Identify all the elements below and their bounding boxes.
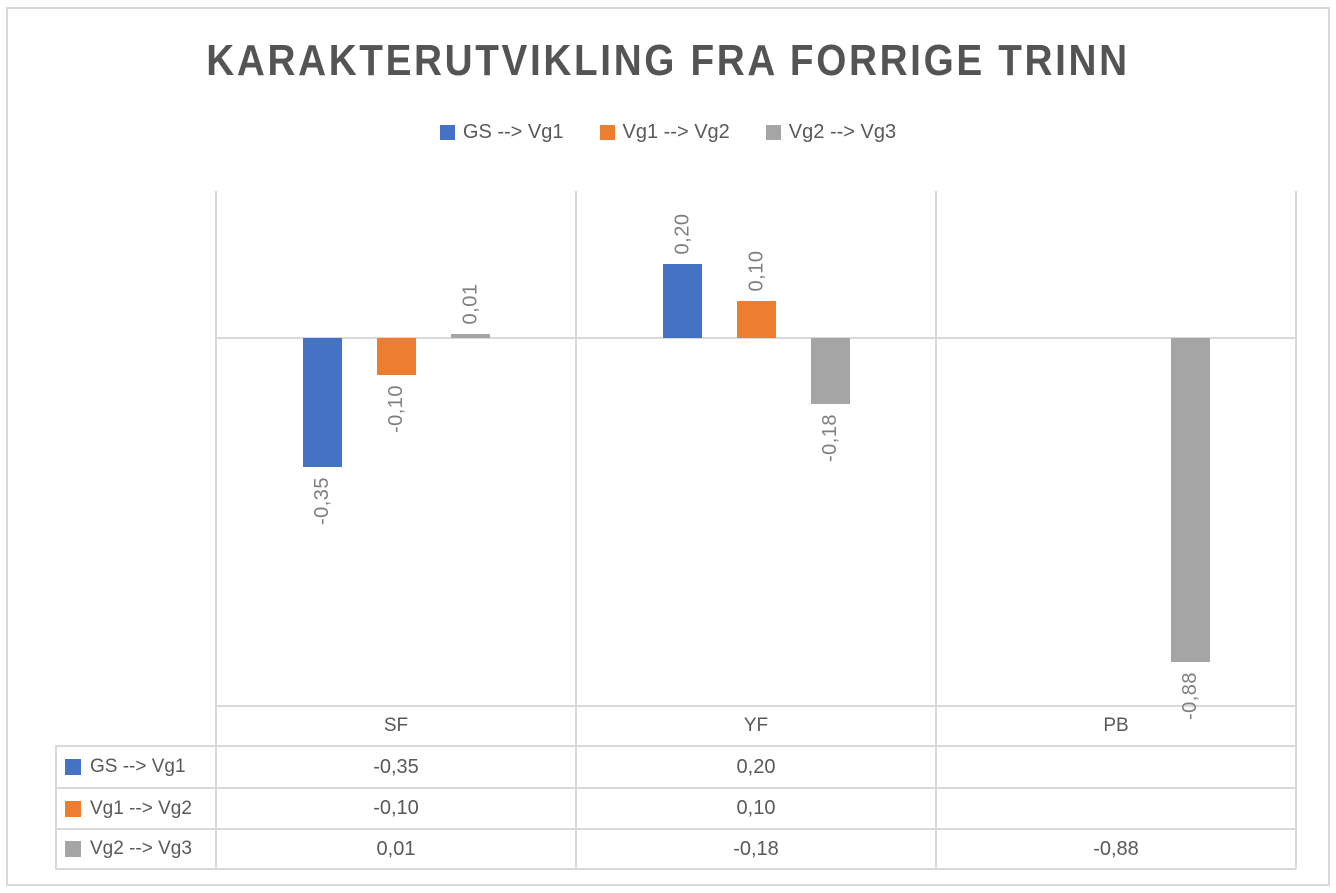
- table-row-border: [55, 868, 1296, 870]
- bar-vg1-vg2-yf: [737, 301, 776, 338]
- bar-vg1-vg2-sf: [377, 338, 416, 375]
- value-cell: -0,18: [733, 837, 779, 860]
- gridline-vertical: [1295, 191, 1297, 869]
- series-name-label: GS --> Vg1: [90, 756, 186, 777]
- legend-color-swatch-icon: [439, 125, 455, 140]
- value-cell: [936, 788, 1296, 829]
- data-label: 0,01: [458, 283, 481, 324]
- legend-label: Vg1 --> Vg2: [622, 121, 730, 143]
- legend-label: GS --> Vg1: [462, 121, 564, 143]
- value-cell: -0,88: [1093, 837, 1139, 860]
- series-name-label: Vg2 --> Vg3: [90, 838, 192, 859]
- value-cell: -0,35: [373, 755, 419, 778]
- value-cell: [936, 746, 1296, 788]
- legend-label: Vg2 --> Vg3: [788, 121, 897, 143]
- value-cell: 0,10: [736, 797, 776, 819]
- category-axis-line: [216, 705, 1296, 707]
- legend-item: Vg1 --> Vg2: [599, 121, 730, 144]
- table-row-border: [55, 745, 1296, 747]
- table-row-border: [55, 828, 1296, 830]
- bar-gs-vg1-sf: [303, 338, 342, 467]
- series-name-label: Vg1 --> Vg2: [90, 797, 192, 819]
- zero-line: [216, 337, 1296, 339]
- gridline-vertical: [575, 191, 577, 869]
- legend-item: Vg2 --> Vg3: [765, 121, 897, 144]
- chart-title: KARAKTERUTVIKLING FRA FORRIGE TRINN: [206, 36, 1130, 85]
- gridline-vertical: [215, 191, 217, 869]
- category-header-cell: YF: [743, 715, 769, 736]
- series-color-swatch-icon: [65, 800, 81, 817]
- bar-gs-vg1-yf: [663, 264, 702, 338]
- table-row-border: [55, 787, 1296, 789]
- category-header-cell: SF: [383, 715, 409, 736]
- category-header-cell: PB: [1103, 715, 1129, 736]
- value-cell: 0,20: [736, 755, 776, 778]
- series-name-cell: GS --> Vg1: [56, 746, 216, 788]
- chart-legend: GS --> Vg1 Vg1 --> Vg2 Vg2 --> Vg3: [0, 121, 1336, 144]
- bar-vg2-vg3-sf: [451, 334, 490, 338]
- series-name-cell: Vg2 --> Vg3: [56, 829, 216, 869]
- data-label: -0,35: [311, 476, 334, 526]
- data-label: -0,18: [819, 413, 842, 463]
- data-label: -0,10: [385, 384, 408, 434]
- gridline-vertical: [935, 191, 937, 869]
- legend-color-swatch-icon: [599, 125, 615, 140]
- data-label: 0,10: [744, 250, 767, 291]
- series-color-swatch-icon: [65, 759, 81, 775]
- chart-border: [6, 7, 1330, 886]
- value-cell: -0,10: [373, 797, 419, 819]
- value-cell: 0,01: [376, 837, 416, 860]
- data-label: -0,88: [1179, 671, 1202, 721]
- legend-item: GS --> Vg1: [439, 121, 564, 144]
- bar-vg2-vg3-pb: [1171, 338, 1210, 662]
- series-color-swatch-icon: [65, 841, 81, 857]
- bar-vg2-vg3-yf: [811, 338, 850, 404]
- legend-color-swatch-icon: [765, 125, 781, 140]
- series-name-cell: Vg1 --> Vg2: [56, 788, 216, 829]
- table-left-border: [55, 746, 57, 869]
- data-label: 0,20: [670, 213, 693, 254]
